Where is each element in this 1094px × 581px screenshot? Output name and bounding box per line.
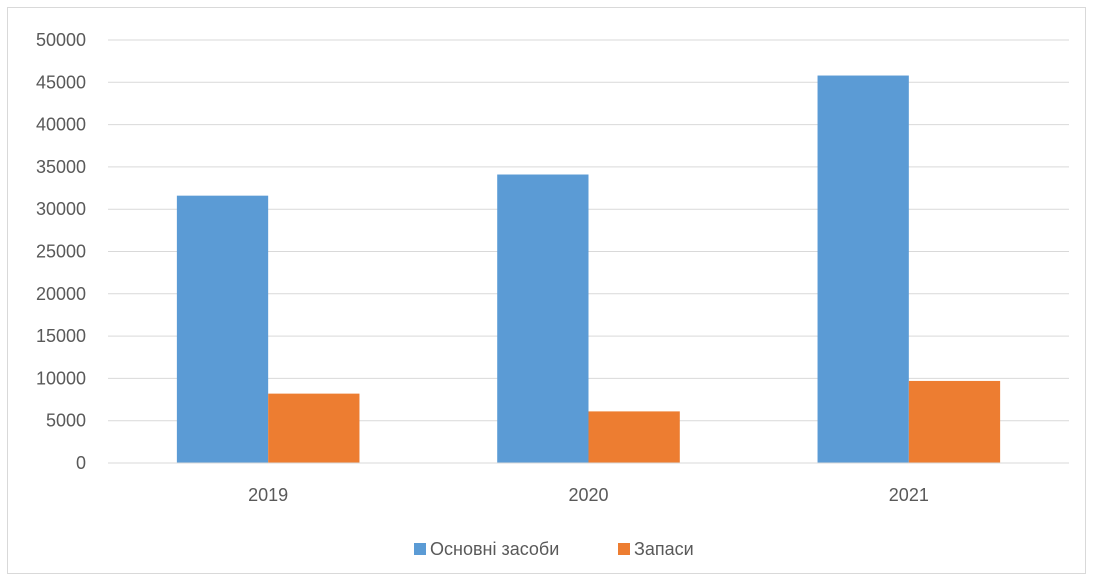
- legend-label: Запаси: [634, 539, 694, 559]
- x-tick-label: 2021: [889, 485, 929, 505]
- y-tick-label: 35000: [36, 157, 86, 177]
- bars: [176, 75, 1001, 464]
- legend-swatch: [414, 543, 426, 555]
- y-tick-label: 0: [76, 453, 86, 473]
- legend: Основні засоби Запаси: [414, 539, 694, 559]
- y-tick-label: 5000: [46, 411, 86, 431]
- y-tick-label: 30000: [36, 199, 86, 219]
- bar-zapasy-2020: [588, 411, 680, 463]
- y-tick-label: 50000: [36, 30, 86, 50]
- x-tick-label: 2019: [248, 485, 288, 505]
- y-tick-label: 15000: [36, 326, 86, 346]
- y-tick-label: 10000: [36, 368, 86, 388]
- y-tick-label: 20000: [36, 284, 86, 304]
- bar-osnovni-zasoby-2021: [817, 75, 909, 464]
- y-tick-label: 25000: [36, 242, 86, 262]
- bar-osnovni-zasoby-2020: [497, 174, 589, 464]
- legend-swatch: [618, 543, 630, 555]
- legend-label: Основні засоби: [430, 539, 559, 559]
- y-axis-tick-labels: 0 5000 10000 15000 20000 25000 30000 35000 40000…: [36, 30, 86, 473]
- bar-zapasy-2019: [268, 393, 360, 463]
- x-axis-tick-labels: 2019 2020 2021: [248, 485, 929, 505]
- x-tick-label: 2020: [568, 485, 608, 505]
- y-tick-label: 40000: [36, 115, 86, 135]
- y-tick-label: 45000: [36, 72, 86, 92]
- bar-osnovni-zasoby-2019: [176, 195, 269, 463]
- bar-zapasy-2021: [908, 380, 1001, 463]
